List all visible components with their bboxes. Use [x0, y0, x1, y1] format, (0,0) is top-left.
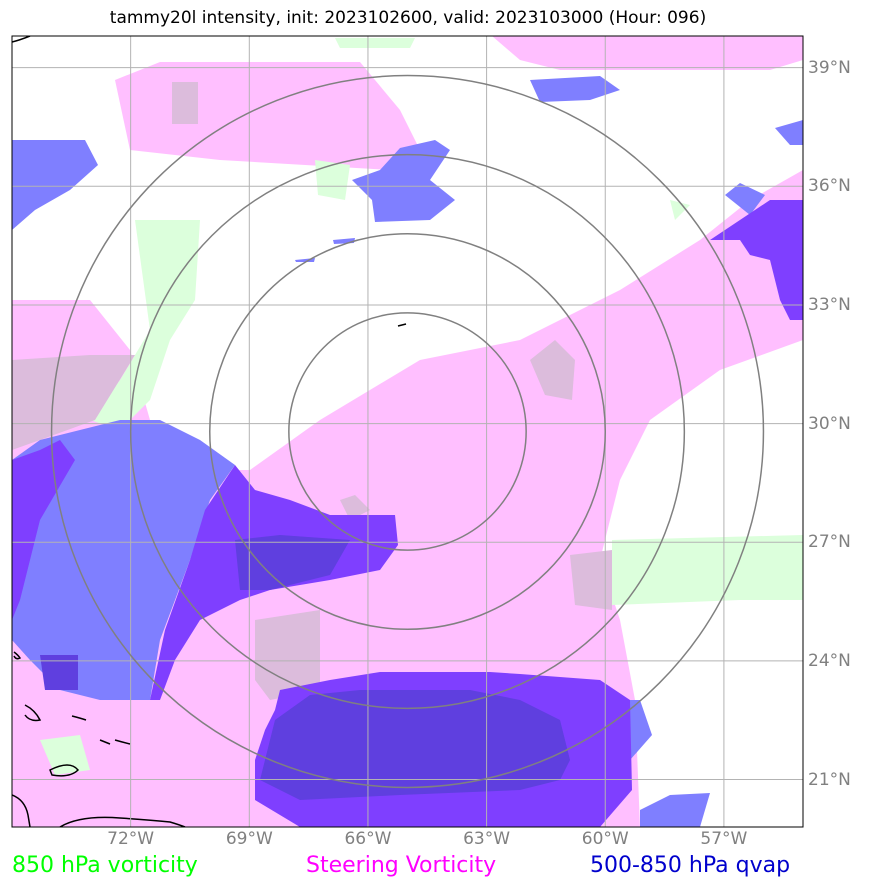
qvap-fill [12, 76, 803, 827]
gridlines [12, 36, 803, 827]
legend-vort850: 850 hPa vorticity [12, 853, 198, 878]
vort850-fill [40, 38, 803, 775]
lon-tick-label: 57°W [700, 829, 748, 849]
lon-tick-label: 60°W [581, 829, 629, 849]
lon-tick-label: 63°W [463, 829, 511, 849]
legend-steering: Steering Vorticity [306, 853, 497, 878]
lon-tick-label: 72°W [107, 829, 155, 849]
lon-tick-label: 69°W [225, 829, 273, 849]
range-ring [50, 74, 765, 789]
map-title: tammy20l intensity, init: 2023102600, va… [109, 8, 707, 28]
lat-tick-label: 30°N [808, 413, 851, 434]
legend-qvap: 500-850 hPa qvap [590, 853, 791, 878]
range-ring [209, 233, 606, 630]
lat-tick-label: 39°N [808, 57, 851, 78]
lat-tick-label: 36°N [808, 176, 851, 197]
range-ring [129, 153, 686, 710]
map-frame [11, 35, 804, 828]
lon-tick-label: 66°W [344, 829, 392, 849]
range-ring [288, 312, 527, 551]
lat-tick-label: 24°N [808, 650, 851, 671]
coastline [12, 36, 407, 827]
range-rings [50, 74, 765, 789]
lat-tick-label: 27°N [808, 532, 851, 553]
lat-tick-label: 21°N [808, 769, 851, 790]
dark-overlap-fill [40, 535, 570, 800]
field-layer [12, 36, 803, 827]
overlap-fill [12, 82, 612, 700]
lat-tick-label: 33°N [808, 294, 851, 315]
